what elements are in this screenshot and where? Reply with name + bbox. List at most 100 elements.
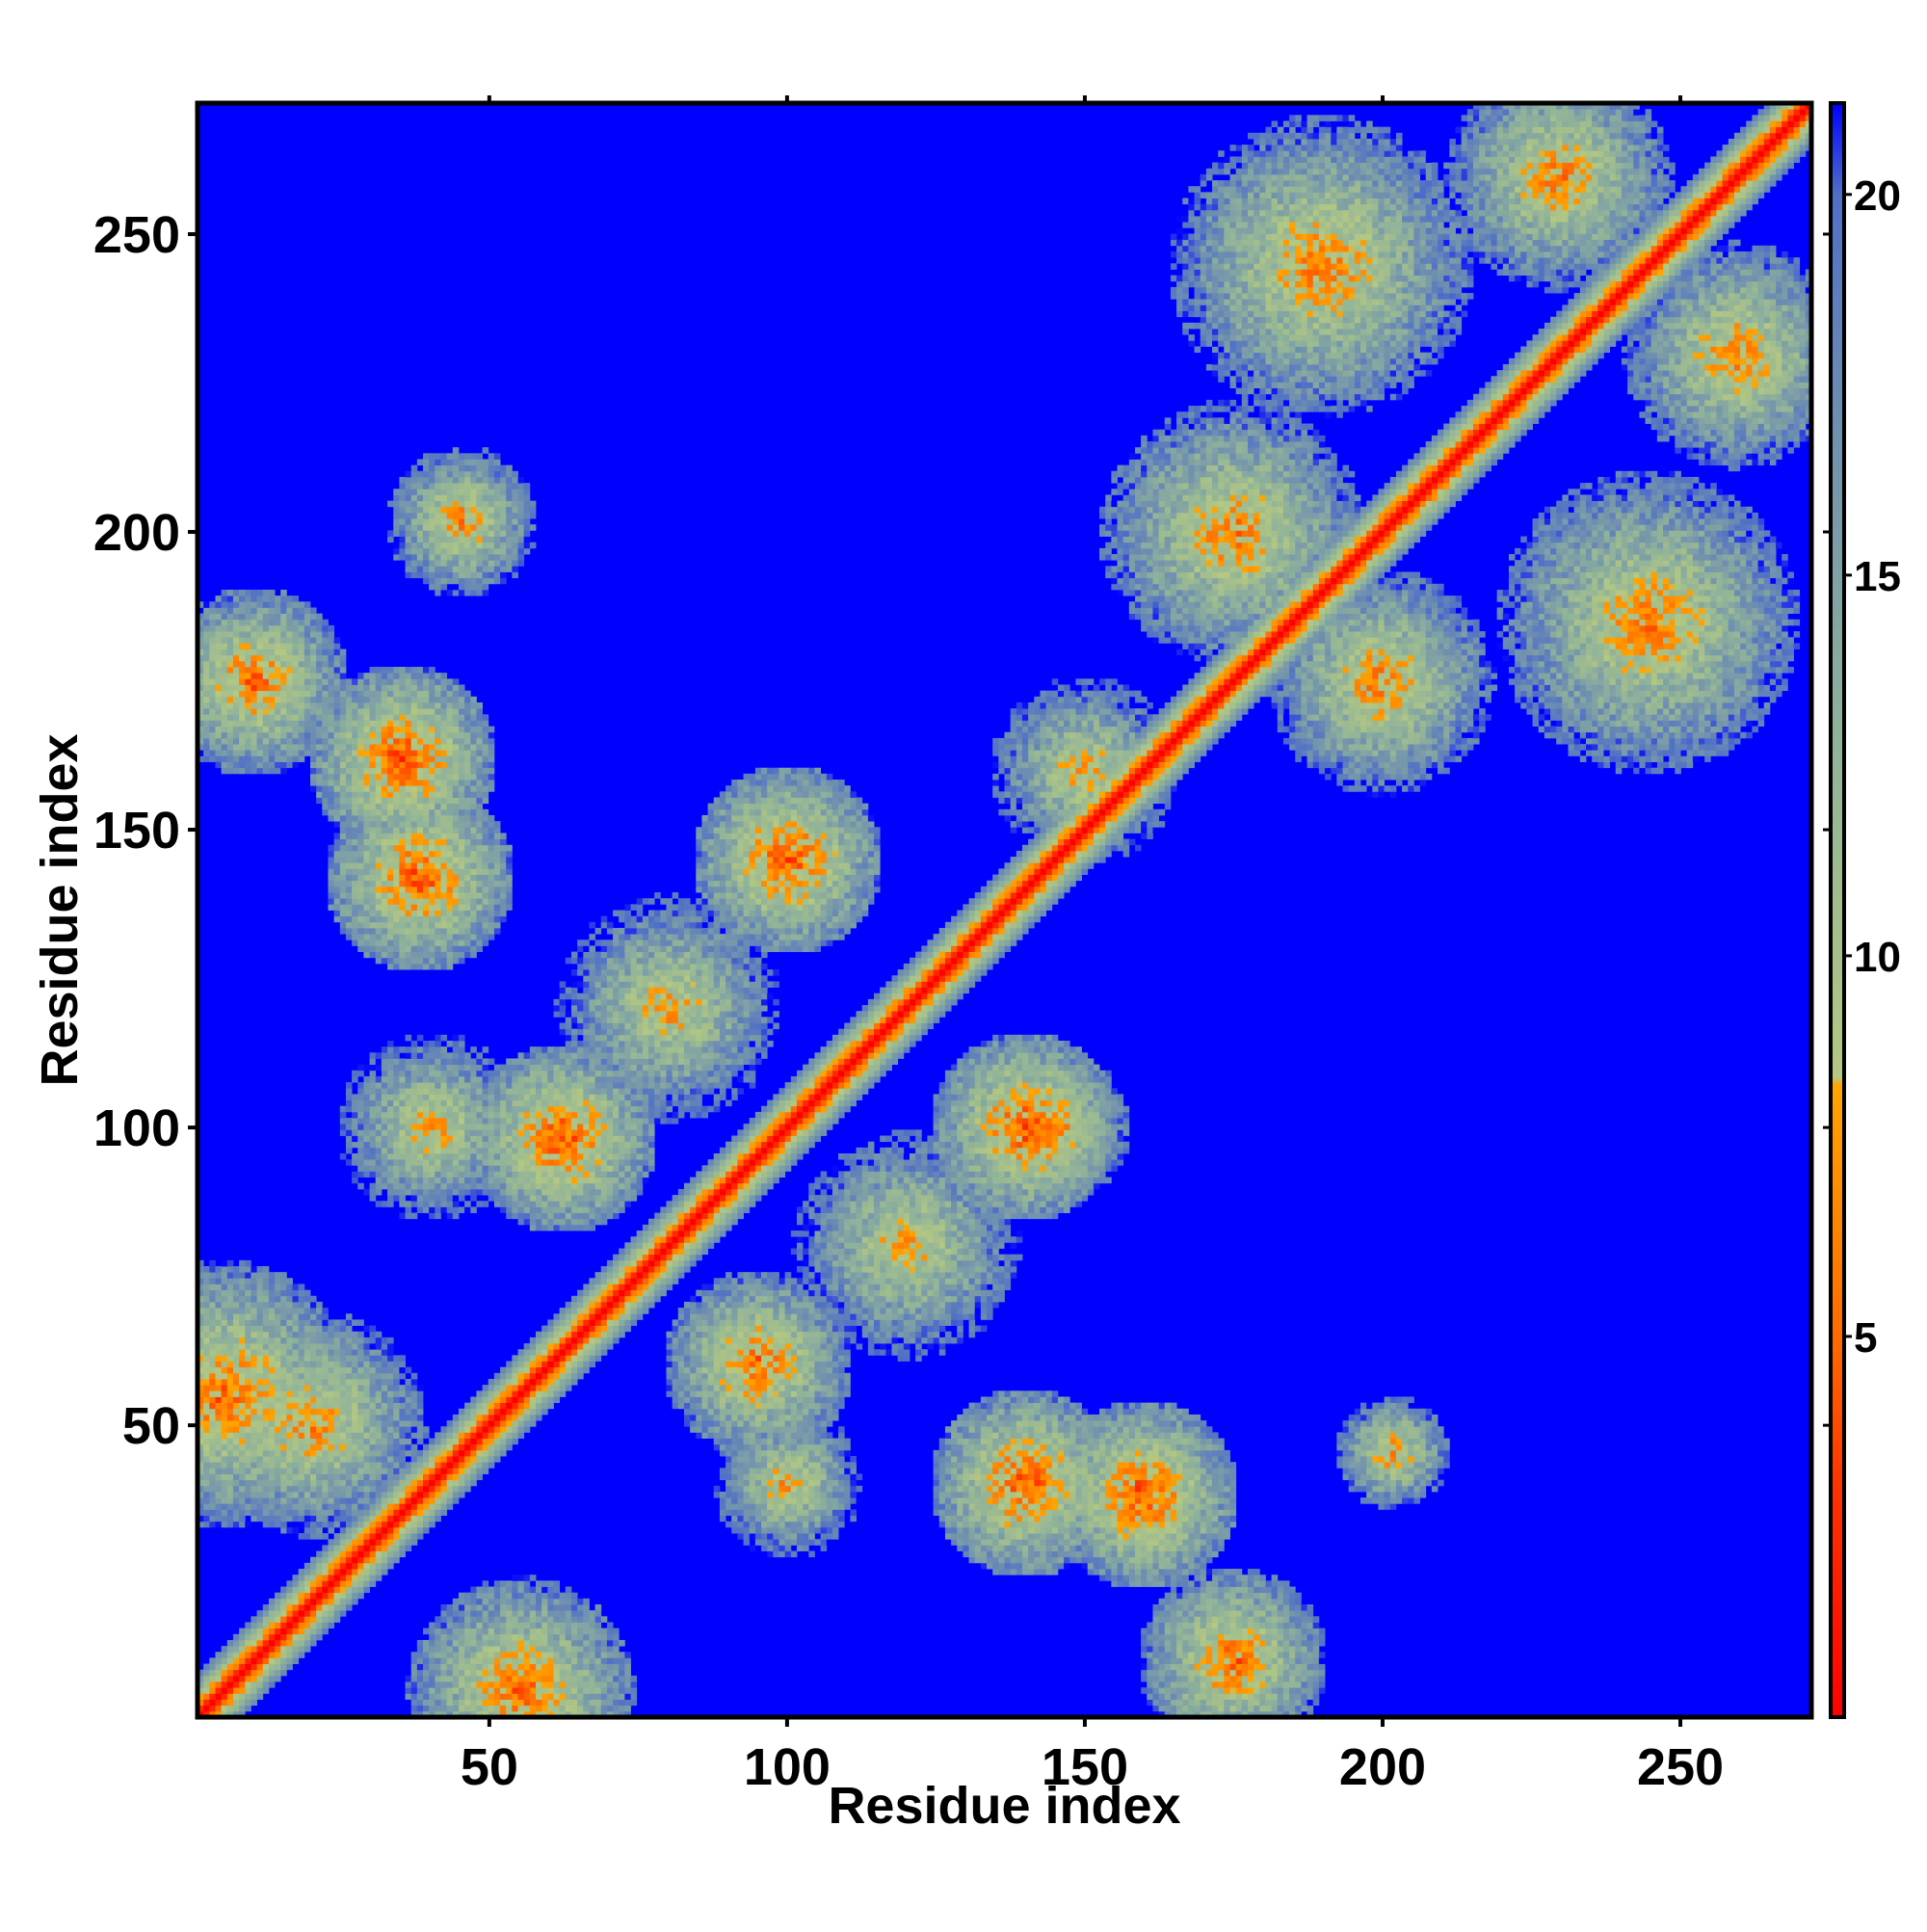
heatmap-cell — [352, 737, 358, 745]
heatmap-cell — [410, 1046, 418, 1053]
heatmap-cell — [405, 737, 412, 745]
heatmap-cell — [310, 761, 317, 769]
heatmap-cell — [387, 1443, 394, 1451]
heatmap-cell — [245, 1443, 251, 1451]
heatmap-cell — [399, 1129, 406, 1136]
heatmap-cell — [452, 910, 460, 917]
heatmap-cell — [251, 1503, 257, 1510]
heatmap-cell — [209, 1402, 216, 1410]
heatmap-cell — [435, 1479, 441, 1487]
heatmap-cell — [304, 1456, 311, 1463]
heatmap-cell — [410, 1693, 418, 1700]
heatmap-cell — [435, 577, 441, 585]
heatmap-cell — [458, 708, 465, 715]
heatmap-cell — [375, 1378, 383, 1386]
heatmap-cell — [405, 868, 412, 875]
heatmap-cell — [410, 1171, 418, 1178]
heatmap-cell — [429, 1058, 436, 1066]
heatmap-cell — [239, 1313, 246, 1320]
heatmap-cell — [304, 1420, 311, 1427]
heatmap-cell — [357, 803, 364, 810]
heatmap-cell — [328, 1396, 335, 1404]
heatmap-cell — [280, 1521, 287, 1528]
heatmap-cell — [470, 755, 477, 762]
heatmap-cell — [423, 1171, 430, 1178]
heatmap-cell — [464, 1141, 471, 1149]
heatmap-cell — [435, 1485, 441, 1493]
heatmap-cell — [316, 673, 323, 679]
heatmap-cell — [446, 780, 454, 786]
heatmap-cell — [405, 1515, 412, 1522]
heatmap-cell — [381, 1526, 388, 1534]
heatmap-cell — [209, 1699, 216, 1707]
heatmap-cell — [446, 1485, 454, 1493]
heatmap-cell — [286, 714, 293, 721]
heatmap-cell — [268, 595, 276, 602]
heatmap-cell — [292, 1633, 300, 1641]
heatmap-cell — [245, 1622, 251, 1629]
heatmap-cell — [446, 589, 454, 596]
heatmap-cell — [226, 1521, 234, 1528]
heatmap-cell — [435, 453, 441, 460]
heatmap-cell — [429, 780, 436, 786]
heatmap-cell — [352, 1414, 358, 1421]
heatmap-cell — [416, 566, 424, 572]
heatmap-cell — [399, 744, 406, 751]
heatmap-cell — [423, 1206, 430, 1213]
heatmap-cell — [399, 1526, 406, 1534]
heatmap-cell — [470, 773, 477, 781]
heatmap-cell — [405, 684, 412, 692]
heatmap-cell — [286, 1639, 293, 1647]
heatmap-cell — [292, 1378, 300, 1386]
heatmap-cell — [381, 833, 388, 839]
heatmap-cell — [251, 696, 257, 703]
heatmap-cell — [393, 737, 400, 745]
heatmap-cell — [405, 1118, 412, 1125]
heatmap-cell — [393, 701, 400, 709]
heatmap-cell — [221, 1485, 228, 1493]
heatmap-cell — [446, 1064, 454, 1072]
heatmap-cell — [440, 542, 448, 549]
heatmap-cell — [286, 1598, 293, 1605]
heatmap-cell — [292, 684, 300, 692]
heatmap-cell — [286, 720, 293, 727]
heatmap-cell — [458, 470, 465, 478]
heatmap-cell — [416, 1390, 424, 1397]
heatmap-cell — [262, 726, 270, 733]
heatmap-cell — [316, 684, 323, 692]
heatmap-cell — [446, 1628, 454, 1635]
heatmap-cell — [280, 1301, 287, 1309]
heatmap-cell — [452, 1201, 460, 1207]
heatmap-cell — [268, 607, 276, 614]
heatmap-cell — [410, 1064, 418, 1072]
heatmap-cell — [298, 1521, 305, 1528]
heatmap-cell — [405, 1545, 412, 1551]
heatmap-cell — [352, 1468, 358, 1474]
heatmap-cell — [221, 1705, 228, 1712]
heatmap-cell — [339, 1385, 347, 1391]
heatmap-cell — [280, 613, 287, 621]
heatmap-cell — [345, 791, 353, 798]
heatmap-cell — [333, 1545, 341, 1551]
heatmap-cell — [339, 744, 347, 751]
heatmap-cell — [381, 951, 388, 959]
heatmap-cell — [352, 1456, 358, 1463]
heatmap-cell — [363, 1485, 370, 1493]
heatmap-cell — [416, 934, 424, 940]
heatmap-cell — [298, 1372, 305, 1380]
heatmap-cell — [345, 1390, 353, 1397]
heatmap-cell — [215, 660, 223, 668]
heatmap-cell — [357, 690, 364, 698]
heatmap-cell — [333, 857, 341, 863]
heatmap-cell — [423, 1111, 430, 1119]
heatmap-cell — [387, 500, 394, 508]
heatmap-cell — [369, 886, 377, 893]
heatmap-cell — [381, 1052, 388, 1059]
heatmap-cell — [203, 737, 210, 745]
heatmap-cell — [446, 1206, 454, 1213]
heatmap-cell — [339, 1325, 347, 1333]
heatmap-cell — [333, 1420, 341, 1427]
heatmap-cell — [198, 1396, 204, 1404]
heatmap-cell — [452, 583, 460, 591]
